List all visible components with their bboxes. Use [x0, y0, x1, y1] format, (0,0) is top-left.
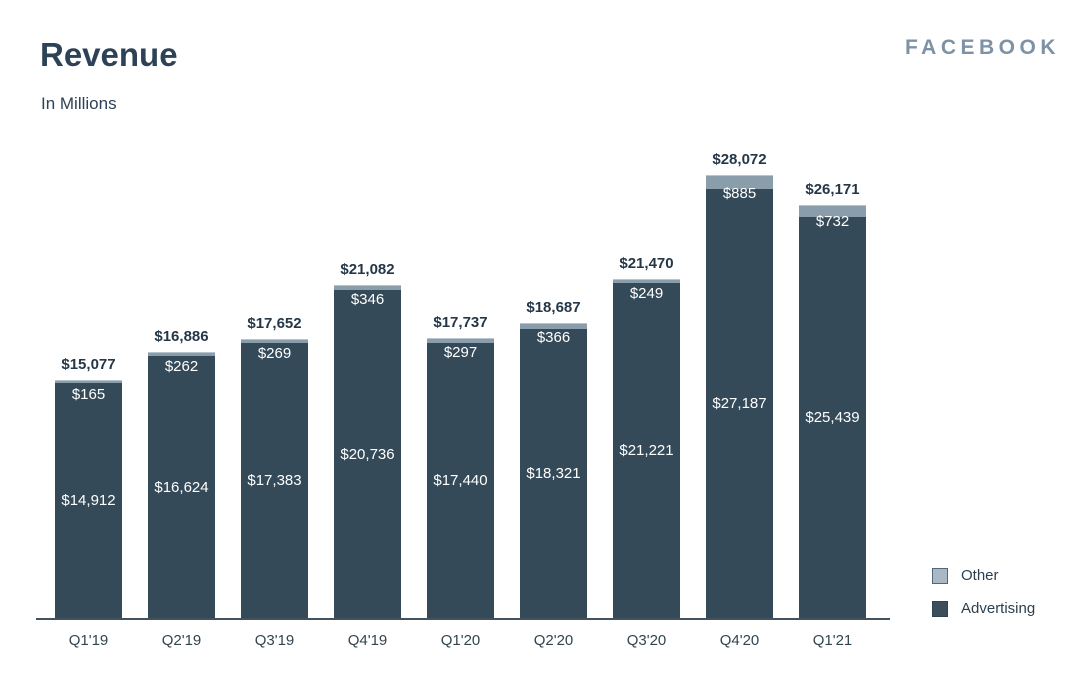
bar-segment-advertising: $21,221	[613, 283, 680, 618]
x-axis-label: Q4'19	[347, 632, 388, 649]
bar-advertising-value-label: $20,736	[340, 445, 395, 463]
bar-other-value-label: $262	[164, 358, 199, 375]
bar-segment-other	[241, 339, 308, 343]
bar-segment-advertising: $17,440	[427, 343, 494, 618]
bar-total-label: $17,737	[433, 314, 488, 331]
bar-advertising-value-label: $27,187	[712, 395, 767, 412]
bar-segment-other	[334, 285, 401, 290]
bar-other-value-label: $366	[536, 329, 571, 346]
legend-item-other: Other	[932, 567, 1035, 584]
x-axis-label: Q2'19	[161, 632, 202, 649]
bar-segment-other	[706, 175, 773, 189]
bar-total-label: $15,077	[61, 356, 116, 373]
legend-swatch-other-icon	[932, 567, 948, 584]
legend-label-advertising: Advertising	[961, 600, 1036, 617]
bar-segment-other	[148, 352, 215, 356]
bar-advertising-value-label: $25,439	[805, 409, 860, 426]
bar-group: $17,652 $269 $17,383 Q3'19	[241, 315, 308, 649]
bar-segment-advertising: $27,187	[706, 189, 773, 618]
bar-other-value-label: $165	[71, 386, 106, 403]
legend-swatch-advertising-icon	[932, 600, 948, 617]
x-axis-label: Q1'21	[812, 632, 853, 649]
x-axis-label: Q3'20	[626, 632, 667, 649]
bar-segment-advertising: $16,624	[148, 356, 215, 618]
bar-segment-other	[427, 338, 494, 343]
bar-group: $21,470 $249 $21,221 Q3'20	[613, 255, 680, 649]
bar-segment-other	[799, 205, 866, 217]
legend-item-advertising: Advertising	[932, 600, 1035, 617]
bar-total-label: $21,470	[619, 255, 674, 272]
bar-group: $21,082 $346 $20,736 Q4'19	[334, 261, 401, 649]
bar-advertising-value-label: $17,440	[433, 472, 488, 489]
bar-group: $16,886 $262 $16,624 Q2'19	[148, 328, 215, 649]
page-subtitle: In Millions	[41, 94, 117, 113]
bar-total-label: $16,886	[154, 328, 209, 345]
bar-group: $28,072 $885 $27,187 Q4'20	[706, 151, 773, 649]
page-title: Revenue	[40, 36, 178, 73]
bar-group: $15,077 $165 $14,912 Q1'19	[55, 356, 122, 649]
bar-advertising-value-label: $18,321	[526, 465, 581, 482]
bar-other-value-label: $732	[815, 213, 850, 230]
bar-segment-advertising: $17,383	[241, 343, 308, 618]
bar-group: $26,171 $732 $25,439 Q1'21	[799, 181, 866, 649]
bar-segment-advertising: $18,321	[520, 329, 587, 618]
bar-advertising-value-label: $14,912	[61, 492, 116, 509]
bar-total-label: $21,082	[340, 261, 395, 278]
x-axis-label: Q2'20	[533, 632, 574, 649]
bar-group: $18,687 $366 $18,321 Q2'20	[520, 299, 587, 649]
bar-other-value-label: $885	[722, 185, 757, 202]
bar-other-value-label: $346	[350, 291, 385, 308]
x-axis-label: Q1'19	[68, 632, 109, 649]
bar-total-label: $17,652	[247, 315, 302, 332]
chart-bars: $15,077 $165 $14,912 Q1'19 $16,886 $262 $16,62…	[55, 151, 866, 649]
x-axis-label: Q4'20	[719, 632, 760, 649]
bar-advertising-value-label: $16,624	[154, 478, 209, 496]
bar-other-value-label: $249	[629, 285, 664, 302]
bar-advertising-value-label: $21,221	[619, 442, 674, 459]
bar-segment-advertising: $20,736	[334, 290, 401, 618]
bar-group: $17,737 $297 $17,440 Q1'20	[427, 314, 494, 649]
bar-segment-other	[55, 380, 122, 383]
facebook-wordmark: FACEBOOK	[904, 36, 1060, 59]
legend-label-other: Other	[961, 567, 999, 584]
bar-segment-advertising: $25,439	[799, 217, 866, 618]
x-axis-line	[36, 618, 890, 620]
bar-other-value-label: $297	[443, 344, 478, 361]
bar-segment-other	[613, 279, 680, 283]
bar-segment-advertising: $14,912	[55, 383, 122, 618]
bar-total-label: $18,687	[526, 299, 581, 316]
bar-total-label: $28,072	[712, 151, 767, 168]
bar-segment-other	[520, 323, 587, 329]
x-axis-label: Q3'19	[254, 632, 295, 649]
bar-total-label: $26,171	[805, 181, 860, 198]
chart-legend: Other Advertising	[932, 567, 1035, 633]
bar-other-value-label: $269	[257, 345, 292, 362]
x-axis-label: Q1'20	[440, 632, 481, 649]
bar-advertising-value-label: $17,383	[247, 472, 302, 489]
